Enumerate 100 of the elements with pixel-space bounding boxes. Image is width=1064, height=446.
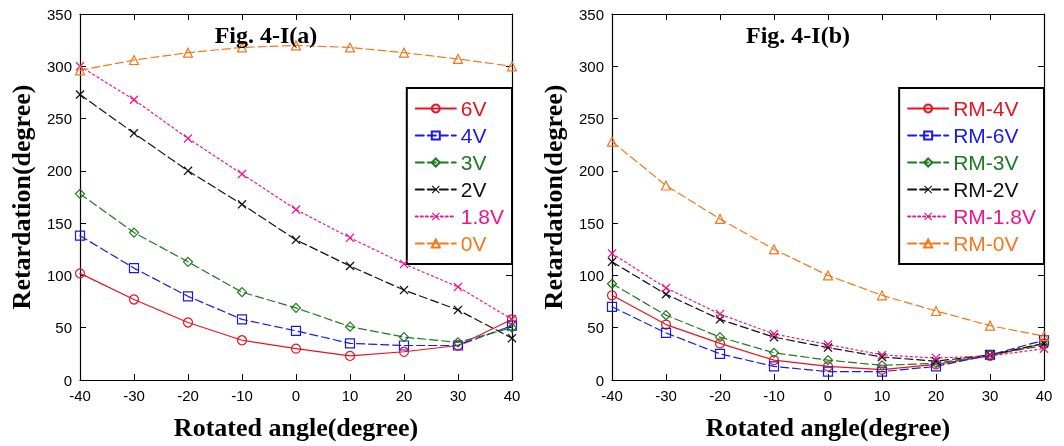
point [1039, 344, 1049, 354]
point [660, 180, 672, 191]
y-tick-label: 0 [63, 371, 72, 389]
point [984, 320, 996, 331]
point [291, 205, 301, 215]
point [607, 257, 617, 267]
legend-label: RM-4V [953, 97, 1019, 120]
point [714, 332, 726, 343]
y-tick-label: 300 [46, 57, 72, 75]
x-tick-label: 30 [449, 387, 467, 404]
point [74, 268, 86, 279]
point [236, 314, 248, 325]
point [290, 325, 302, 336]
point [236, 287, 248, 298]
point [930, 305, 942, 317]
point [237, 199, 247, 209]
legend-label: 6V [460, 97, 487, 120]
point [660, 327, 672, 339]
legend-label: RM-2V [953, 178, 1019, 201]
point [182, 317, 194, 328]
y-tick-label: 0 [595, 371, 604, 389]
point [398, 340, 410, 351]
point [398, 332, 410, 343]
point [768, 361, 780, 372]
legend-label: 3V [460, 151, 487, 174]
x-tick-label: -10 [763, 387, 785, 404]
point [607, 248, 617, 258]
x-tick-label: 30 [981, 387, 999, 404]
point [714, 348, 726, 359]
y-tick-label: 350 [578, 5, 604, 23]
x-axis-title: Rotated angle(degree) [173, 412, 419, 442]
legend-label: RM-3V [953, 151, 1019, 174]
y-tick-label: 100 [578, 266, 604, 284]
y-tick-label: 200 [578, 162, 604, 180]
point [768, 244, 780, 255]
point [823, 339, 833, 349]
point [183, 133, 193, 143]
point [506, 61, 518, 72]
point [876, 290, 888, 301]
x-tick-label: -20 [177, 387, 199, 404]
x-tick-label: 10 [873, 387, 891, 404]
point [182, 291, 194, 302]
point [876, 360, 888, 371]
legend-label: RM-1.8V [953, 205, 1037, 228]
point [606, 301, 618, 312]
legend-label: 1.8V [460, 205, 504, 228]
point [660, 319, 672, 330]
point [182, 256, 194, 267]
legend-label: 0V [460, 232, 487, 255]
x-axis-title: Rotated angle(degree) [705, 412, 951, 442]
legend-label: 4V [460, 124, 487, 147]
x-tick-label: -20 [709, 387, 731, 404]
x-tick-label: -30 [655, 387, 677, 404]
y-tick-label: 300 [578, 57, 604, 75]
x-tick-label: 20 [395, 387, 413, 404]
point [660, 310, 672, 321]
point [128, 263, 140, 274]
point [822, 270, 834, 281]
y-tick-label: 150 [578, 214, 604, 232]
x-tick-label: 0 [823, 387, 833, 404]
point [822, 355, 834, 366]
point [74, 230, 86, 241]
point [128, 54, 140, 66]
point [290, 302, 302, 313]
legend-label: RM-0V [953, 232, 1019, 255]
y-tick-label: 100 [46, 266, 72, 284]
chart-title: Fig. 4-I(a) [214, 22, 318, 48]
point [75, 90, 85, 100]
point [398, 47, 410, 58]
x-tick-label: 0 [291, 387, 301, 404]
point [661, 289, 671, 299]
y-tick-label: 150 [46, 214, 72, 232]
point [345, 233, 355, 243]
point [344, 42, 356, 53]
y-axis-title: Retardation(degree) [6, 84, 36, 310]
y-tick-label: 50 [55, 319, 72, 337]
point [74, 65, 86, 76]
x-tick-label: 40 [1035, 387, 1053, 404]
point [182, 47, 194, 58]
point [290, 343, 302, 354]
x-tick-label: 20 [927, 387, 945, 404]
y-tick-label: 250 [46, 110, 72, 128]
point [236, 335, 248, 346]
point [398, 346, 410, 357]
point [344, 338, 356, 349]
point [606, 290, 618, 301]
y-tick-label: 50 [587, 319, 604, 337]
chart-title: Fig. 4-I(b) [746, 22, 850, 48]
point [606, 278, 618, 289]
y-axis-title: Retardation(degree) [538, 84, 568, 310]
point [822, 366, 834, 377]
point [74, 188, 86, 199]
point [1038, 330, 1050, 342]
point [344, 321, 356, 332]
point [452, 53, 464, 65]
x-tick-label: -40 [69, 387, 91, 404]
y-tick-label: 200 [46, 162, 72, 180]
x-tick-label: -40 [601, 387, 623, 404]
y-tick-label: 350 [46, 5, 72, 23]
point [183, 166, 193, 176]
